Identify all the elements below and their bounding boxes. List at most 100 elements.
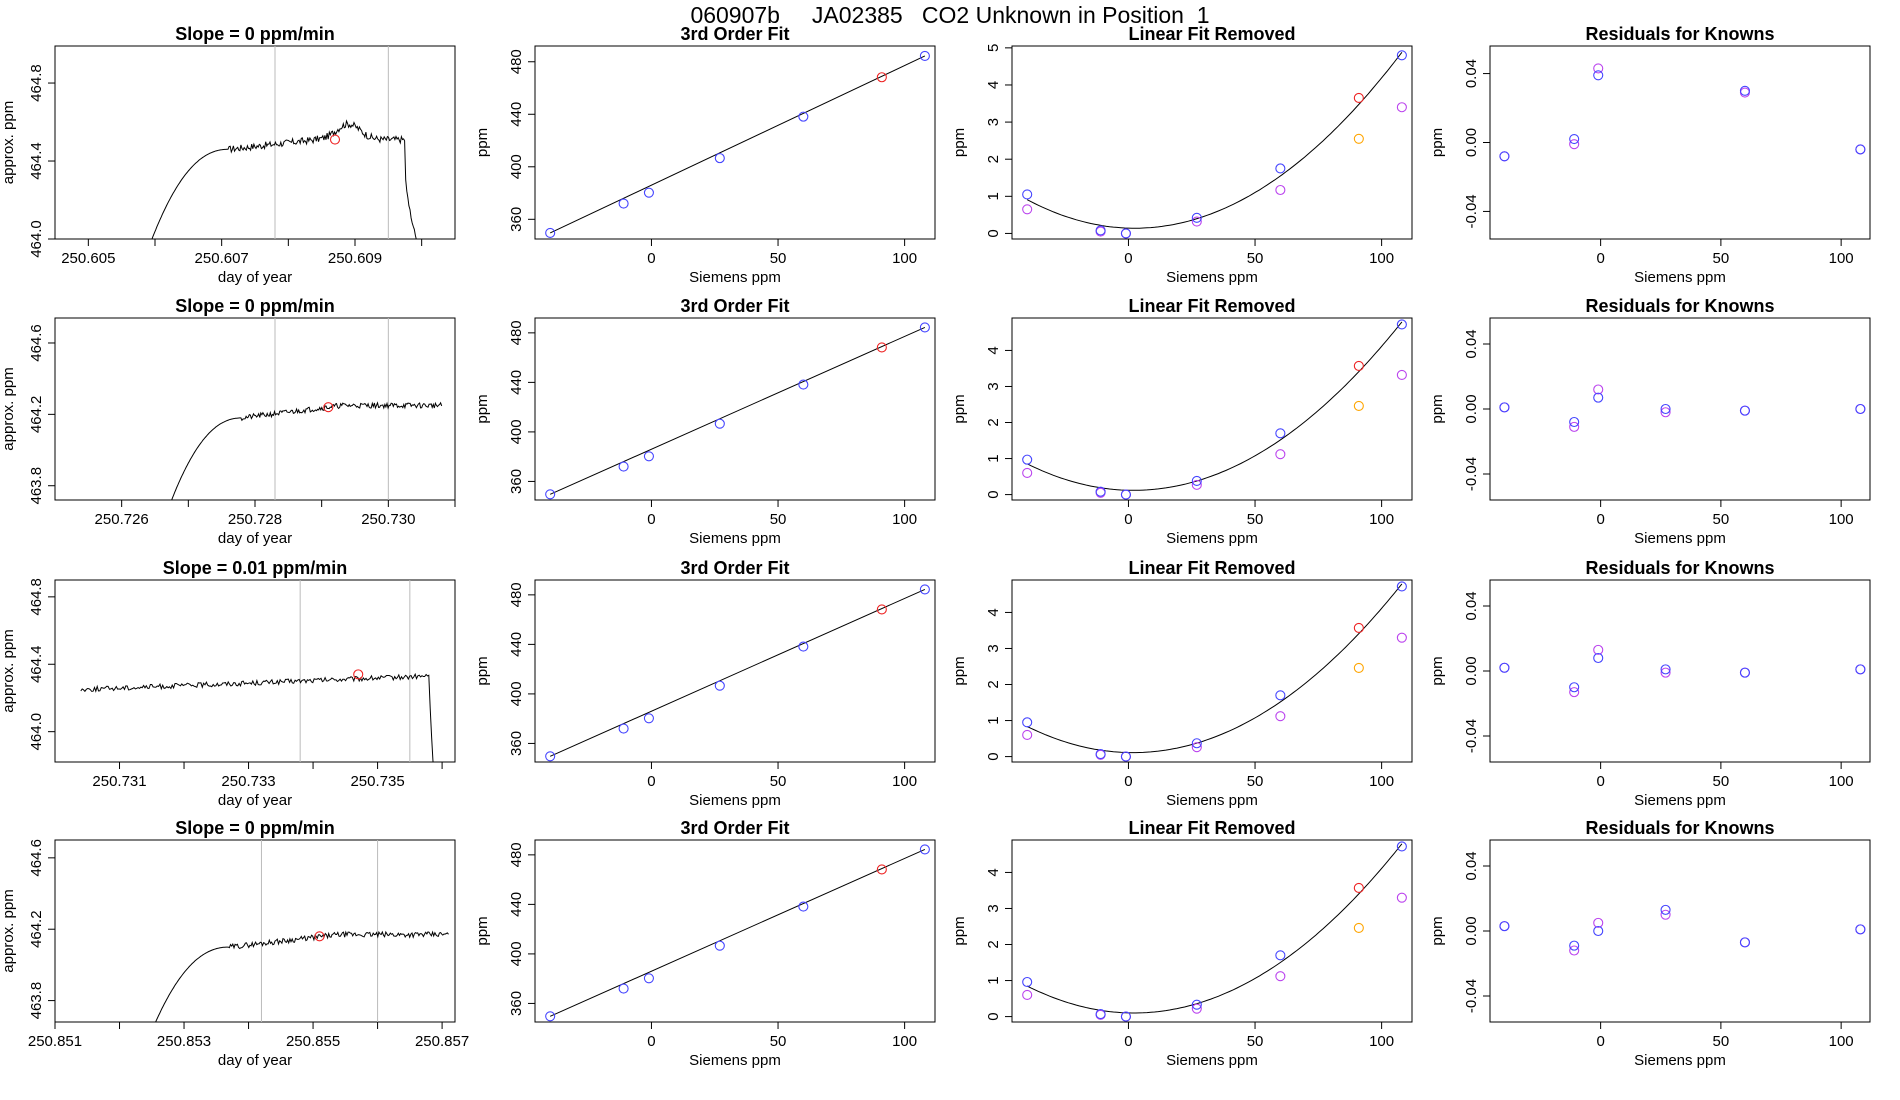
y-tick-label: -0.04 [1463,457,1480,491]
residual-point [1855,403,1866,415]
y-tick-label: 1 [985,976,1002,984]
residual-point [1499,662,1510,673]
alt-known-point [1275,711,1286,722]
fit-line [549,55,926,234]
fit-line [549,326,926,495]
known-point [1191,738,1202,749]
y-tick-label: 4 [985,608,1002,616]
x-tick-label: 250.855 [286,1033,340,1050]
panel-trace-1: Slope = 0 ppm/min 250.605 250.607 250.609 46… [0,24,456,286]
panel-trace-2: Slope = 0 ppm/min 250.726 250.728 250.730 46… [0,296,456,547]
y-tick-label: 0.00 [1463,656,1480,685]
x-axis-label: Siemens ppm [1634,792,1726,809]
current-point [876,864,887,875]
residual-point [1593,70,1604,81]
x-tick-label: 250.857 [415,1033,469,1050]
alt-known-point [1191,1003,1202,1014]
residual-point [1739,937,1750,948]
known-point [1191,212,1202,223]
y-tick-label: 440 [508,632,525,657]
y-tick-label: 1 [985,192,1002,200]
known-point [643,187,654,198]
x-tick-label: 100 [892,511,917,528]
y-axis-label: ppm [1429,916,1446,945]
panel-title: 3rd Order Fit [680,818,789,838]
panel-fit-1: 3rd Order Fit 0 50 100 360 400 440 480 Siemens p… [474,24,936,286]
alt-current-point [1353,400,1364,411]
x-tick-label: 250.609 [328,250,382,267]
y-tick-label: 0.00 [1463,394,1480,423]
panel-residuals-4: Residuals for Knowns 0 50 100 -0.04 0.00 0.04 S… [1429,818,1871,1069]
known-point [618,723,629,734]
known-point [545,489,556,500]
y-axis-label: approx. ppm [0,889,17,972]
x-axis-label: day of year [218,269,292,286]
x-tick-label: 250.733 [221,773,275,790]
x-tick-label: 50 [770,511,787,528]
panel-title: Slope = 0 ppm/min [175,296,335,316]
residual-point [1739,667,1750,678]
known-point [618,983,629,994]
x-tick-label: 100 [1369,1033,1394,1050]
y-axis-label: ppm [474,394,491,423]
alt-current-point [1353,662,1364,673]
residual-point [1569,940,1580,951]
x-axis-label: Siemens ppm [1166,269,1258,286]
known-point [1022,717,1033,728]
known-point [1120,751,1131,762]
current-point [876,342,887,353]
y-tick-label: 0.04 [1463,851,1480,880]
known-point [643,973,654,984]
current-point [1353,92,1364,104]
y-tick-label: 464.0 [28,220,45,258]
alt-known-point [1396,892,1407,903]
known-point [545,1011,556,1022]
known-point [643,713,654,724]
alt-known-point [1396,632,1407,643]
y-tick-label: 464.2 [28,396,45,434]
x-tick-label: 100 [892,250,917,267]
known-point [545,227,556,239]
plot-area [1022,581,1407,762]
plot-frame [1011,317,1413,501]
y-tick-label: 0 [985,1012,1002,1020]
residual-point [1499,921,1510,932]
plot-frame [534,579,936,763]
known-point [919,322,930,333]
panel-title: Slope = 0 ppm/min [175,818,335,838]
x-axis-label: Siemens ppm [1166,1052,1258,1069]
y-tick-label: 3 [985,382,1002,390]
known-point [618,198,629,209]
current-point [876,72,887,83]
y-axis-label: ppm [951,128,968,157]
residual-point [1855,664,1866,675]
known-point [919,584,930,595]
x-tick-label: 50 [1247,250,1264,267]
x-tick-label: 250.730 [361,511,415,528]
plot-area [545,322,930,500]
y-axis-label: ppm [1429,656,1446,685]
alt-residual-point [1593,917,1604,928]
panel-trace-4: Slope = 0 ppm/min 250.851 250.853 250.855 25… [0,818,469,1069]
plot-area [1499,63,1866,162]
y-tick-label: -0.04 [1463,194,1480,228]
x-tick-label: 100 [892,773,917,790]
alt-residual-point [1593,63,1604,74]
known-point [714,153,725,164]
y-axis-label: ppm [951,394,968,423]
plot-area [1499,904,1866,956]
y-tick-label: 480 [508,49,525,74]
x-tick-label: 100 [1369,250,1394,267]
plot-area [545,584,930,762]
y-axis-label: approx. ppm [0,629,17,712]
known-point [1095,225,1106,236]
sensor-trace [171,401,443,500]
plot-frame [534,45,936,240]
x-tick-label: 50 [1247,1033,1264,1050]
alt-known-point [1396,369,1407,380]
known-point [714,418,725,429]
known-point [643,451,654,462]
current-point [876,604,887,615]
panel-title: 3rd Order Fit [680,296,789,316]
panel-trace-3: Slope = 0.01 ppm/min 250.731 250.733 250.73… [0,558,456,809]
